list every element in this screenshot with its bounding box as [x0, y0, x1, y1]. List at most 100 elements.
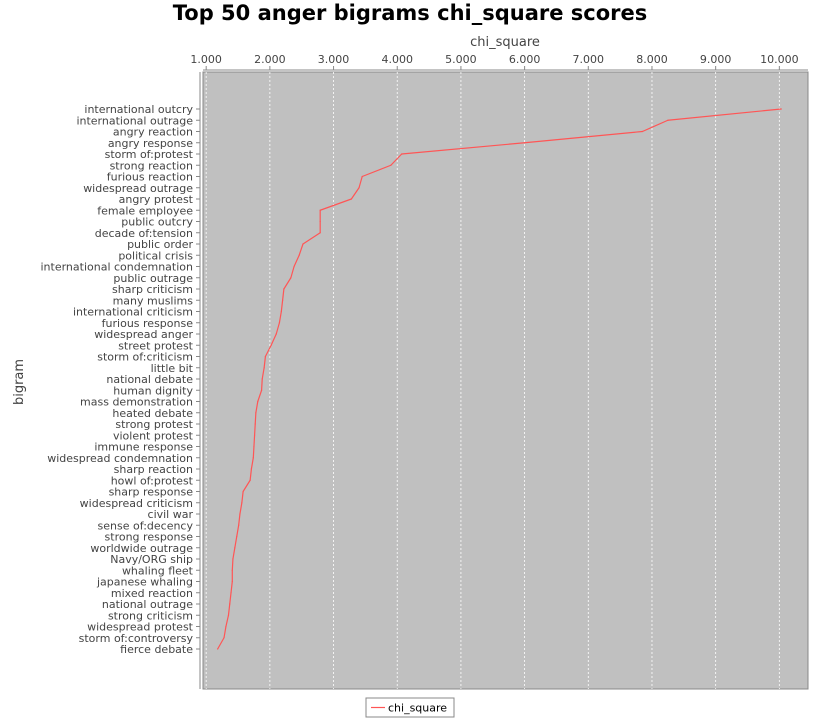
category-label: furious reaction [107, 171, 193, 184]
category-label: sense of:decency [98, 519, 194, 532]
grid-lines [205, 72, 780, 689]
category-label: angry protest [119, 193, 194, 206]
data-point [254, 423, 256, 425]
data-point [280, 310, 282, 313]
category-label: widespread criticism [80, 497, 193, 510]
x-tick-label: 8.000 [636, 53, 668, 66]
category-label: widespread outrage [83, 182, 193, 195]
data-point [253, 434, 256, 436]
data-point [319, 232, 321, 234]
x-tick-label: 6.000 [509, 53, 541, 66]
category-label: widespread anger [94, 328, 193, 341]
data-point [225, 625, 227, 628]
x-tick-label: 1.000 [190, 53, 222, 66]
data-point [253, 445, 255, 448]
category-label: national outrage [102, 598, 193, 611]
data-point [232, 558, 234, 560]
category-label: violent protest [113, 429, 194, 442]
data-point [223, 637, 225, 639]
category-label: storm of:protest [105, 148, 194, 161]
x-tick-label: 3.000 [318, 53, 350, 66]
data-point [230, 592, 232, 594]
category-label: many muslims [113, 294, 194, 307]
data-point [234, 547, 236, 549]
category-label: worldwide outrage [90, 542, 193, 555]
category-label: public order [127, 238, 193, 251]
data-point [667, 119, 669, 121]
data-point [227, 614, 230, 616]
data-point [283, 288, 285, 290]
data-point [290, 277, 292, 279]
legend: chi_square [365, 697, 455, 718]
x-ticks: 1.000 2.000 3.000 4.000 5.000 6.000 7.000 8.000… [190, 53, 799, 70]
category-label: human dignity [113, 384, 193, 397]
data-point [780, 108, 782, 110]
category-label: civil war [148, 508, 194, 521]
data-point [255, 412, 257, 414]
data-point [293, 265, 295, 268]
data-point [358, 187, 360, 189]
category-label: strong criticism [108, 609, 193, 622]
data-point [264, 355, 267, 358]
x-tick-label: 4.000 [381, 53, 413, 66]
category-label: storm of:controversy [79, 632, 194, 645]
chart-title: Top 50 anger bigrams chi_square scores [173, 1, 648, 25]
category-label: public outcry [121, 216, 193, 229]
data-point [238, 524, 240, 526]
category-label: international criticism [73, 306, 193, 319]
data-point [319, 209, 321, 211]
data-point [217, 648, 219, 650]
category-label: international outcry [84, 103, 193, 116]
category-label: national debate [106, 373, 193, 386]
category-label: immune response [94, 441, 193, 454]
category-label: mixed reaction [111, 587, 193, 600]
data-point [261, 378, 263, 380]
data-point [641, 130, 644, 133]
category-label: strong protest [115, 418, 193, 431]
category-label: japanese whaling [96, 576, 193, 589]
category-label: widespread condemnation [47, 452, 193, 465]
category-label: female employee [97, 204, 193, 217]
x-tick-label: 7.000 [573, 53, 605, 66]
data-point [278, 322, 281, 324]
x-tick-label: 10.000 [760, 53, 799, 66]
category-label: public outrage [113, 272, 193, 285]
data-point [319, 220, 321, 223]
data-point [231, 580, 233, 583]
data-point [239, 513, 241, 515]
data-point [298, 254, 300, 256]
category-label: sharp reaction [114, 463, 193, 476]
data-point [401, 153, 403, 155]
data-point [260, 389, 263, 391]
data-point [231, 569, 233, 571]
category-label: street protest [118, 339, 193, 352]
data-point [302, 243, 304, 245]
category-label: mass demonstration [80, 396, 193, 409]
category-label: little bit [151, 362, 194, 375]
category-label: strong response [105, 531, 194, 544]
plot-area [202, 71, 809, 690]
data-point [282, 299, 284, 301]
data-point [229, 603, 231, 605]
category-label: angry reaction [113, 126, 193, 139]
category-label: sharp response [109, 486, 194, 499]
category-label: storm of:criticism [97, 351, 193, 364]
category-label: international outrage [76, 114, 193, 127]
category-label: whaling fleet [122, 564, 194, 577]
data-point [252, 457, 254, 459]
data-point [275, 333, 277, 335]
data-point [361, 175, 363, 178]
category-label: widespread protest [87, 621, 194, 634]
data-point [390, 164, 392, 166]
data-point [350, 198, 352, 200]
data-point [241, 502, 243, 504]
category-label: furious response [102, 317, 194, 330]
category-label: political crisis [118, 249, 193, 262]
data-point [250, 468, 252, 470]
data-point [257, 400, 259, 403]
category-label: angry response [108, 137, 193, 150]
category-label: fierce debate [120, 643, 193, 656]
category-label: sharp criticism [112, 283, 193, 296]
